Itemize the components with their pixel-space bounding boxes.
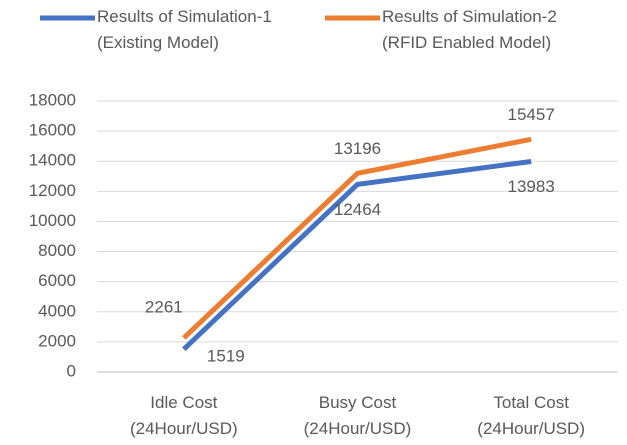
y-tick-label: 16000: [29, 121, 76, 140]
line-series: [182, 136, 532, 340]
data-label: 2261: [145, 297, 183, 316]
x-tick-label: Total Cost (24Hour/USD): [477, 393, 585, 438]
y-tick-label: 18000: [29, 90, 76, 109]
y-tick-label: 4000: [38, 301, 76, 320]
legend-label: Results of Simulation-2 (RFID Enabled Mo…: [382, 7, 557, 52]
y-tick-label: 12000: [29, 181, 76, 200]
line-series: [182, 158, 532, 351]
y-tick-label: 10000: [29, 211, 76, 230]
data-label: 1519: [207, 347, 245, 366]
y-tick-label: 0: [67, 361, 76, 380]
y-tick-label: 8000: [38, 241, 76, 260]
legend-label: Results of Simulation-1 (Existing Model): [97, 7, 272, 52]
y-tick-label: 6000: [38, 271, 76, 290]
data-label: 13196: [334, 139, 381, 158]
data-label: 12464: [334, 200, 381, 219]
y-tick-label: 14000: [29, 151, 76, 170]
data-label: 13983: [508, 177, 555, 196]
data-label: 15457: [508, 105, 555, 124]
x-tick-label: Idle Cost (24Hour/USD): [129, 393, 238, 438]
y-tick-label: 2000: [38, 331, 76, 350]
x-tick-label: Busy Cost (24Hour/USD): [303, 393, 412, 438]
